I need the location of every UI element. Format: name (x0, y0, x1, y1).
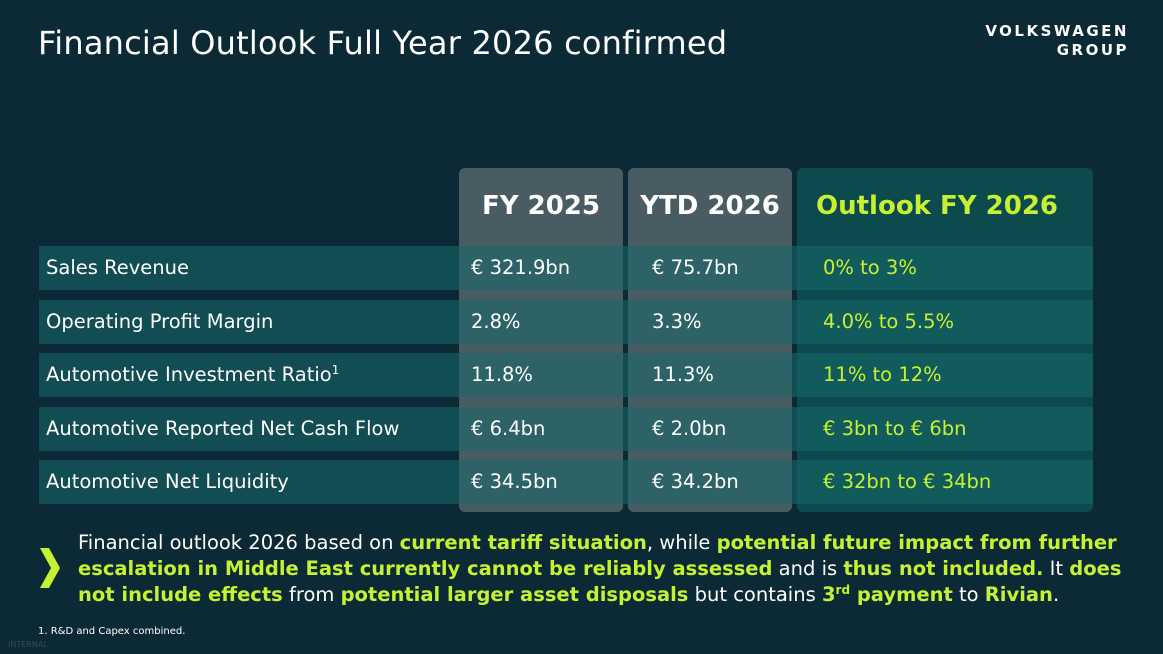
cell-outlook: € 32bn to € 34bn (823, 470, 992, 493)
cell-ytd2026: € 34.2bn (652, 470, 739, 493)
note-text: Financial outlook 2026 based on (78, 531, 400, 554)
logo-line-1: VOLKSWAGEN (985, 22, 1129, 40)
cell-fy2025: 2.8% (471, 310, 521, 333)
note-highlight: potential future impact from further esc… (78, 531, 1117, 580)
cell-outlook: 4.0% to 5.5% (823, 310, 955, 333)
classification-label: INTERNAL (8, 640, 48, 649)
table-row-net-liquidity: Automotive Net Liquidity € 34.5bn € 34.2… (39, 460, 1093, 504)
cell-outlook: € 3bn to € 6bn (823, 417, 967, 440)
note-text: , while (646, 531, 717, 554)
row-label: Automotive Net Liquidity (46, 470, 289, 493)
ordinal-suffix: rd (835, 583, 851, 597)
note-highlight-payment: 3rd payment (822, 583, 953, 606)
outlook-note: Financial outlook 2026 based on current … (78, 530, 1128, 608)
note-highlight: current tariff situation (399, 531, 647, 554)
page-title: Financial Outlook Full Year 2026 confirm… (38, 24, 728, 62)
row-label: Automotive Reported Net Cash Flow (46, 417, 400, 440)
row-label-text: Automotive Investment Ratio (46, 363, 332, 386)
table-row-sales-revenue: Sales Revenue € 321.9bn € 75.7bn 0% to 3… (39, 246, 1093, 290)
cell-fy2025: € 34.5bn (471, 470, 558, 493)
note-text: but contains (688, 583, 822, 606)
note-highlight: thus not included. (843, 557, 1044, 580)
cell-outlook: 0% to 3% (823, 256, 917, 279)
cell-fy2025: 11.8% (471, 363, 533, 386)
note-text: It (1043, 557, 1070, 580)
column-header-outlook: Outlook FY 2026 (816, 191, 1059, 221)
footnote-marker: 1 (331, 363, 340, 377)
note-highlight: potential larger asset disposals (340, 583, 689, 606)
cell-outlook: 11% to 12% (823, 363, 942, 386)
row-label: Sales Revenue (46, 256, 190, 279)
note-text: to (952, 583, 985, 606)
cell-fy2025: € 6.4bn (471, 417, 546, 440)
cell-ytd2026: € 2.0bn (652, 417, 727, 440)
footnote: 1. R&D and Capex combined. (38, 626, 186, 637)
note-highlight: 3 (821, 583, 836, 606)
cell-ytd2026: 3.3% (652, 310, 702, 333)
row-label: Operating Profit Margin (46, 310, 274, 333)
note-text: . (1052, 583, 1060, 606)
column-header-ytd2026: YTD 2026 (640, 191, 780, 221)
cell-fy2025: € 321.9bn (471, 256, 571, 279)
note-highlight: payment (850, 583, 953, 606)
cell-ytd2026: € 75.7bn (652, 256, 739, 279)
column-header-fy2025: FY 2025 (481, 191, 600, 221)
note-highlight: does not include effects (78, 557, 1122, 606)
table-row-net-cash-flow: Automotive Reported Net Cash Flow € 6.4b… (39, 407, 1093, 451)
note-text: and is (772, 557, 844, 580)
note-text: from (282, 583, 341, 606)
table-row-investment-ratio: Automotive Investment Ratio1 11.8% 11.3%… (39, 353, 1093, 397)
cell-ytd2026: 11.3% (652, 363, 714, 386)
row-label-with-footnote: Automotive Investment Ratio1 (46, 353, 339, 397)
chevron-right-icon (38, 546, 62, 594)
table-row-operating-profit-margin: Operating Profit Margin 2.8% 3.3% 4.0% t… (39, 300, 1093, 344)
note-highlight: Rivian (984, 583, 1053, 606)
logo-line-2: GROUP (1056, 41, 1129, 59)
company-logo: VOLKSWAGEN GROUP (985, 22, 1129, 60)
